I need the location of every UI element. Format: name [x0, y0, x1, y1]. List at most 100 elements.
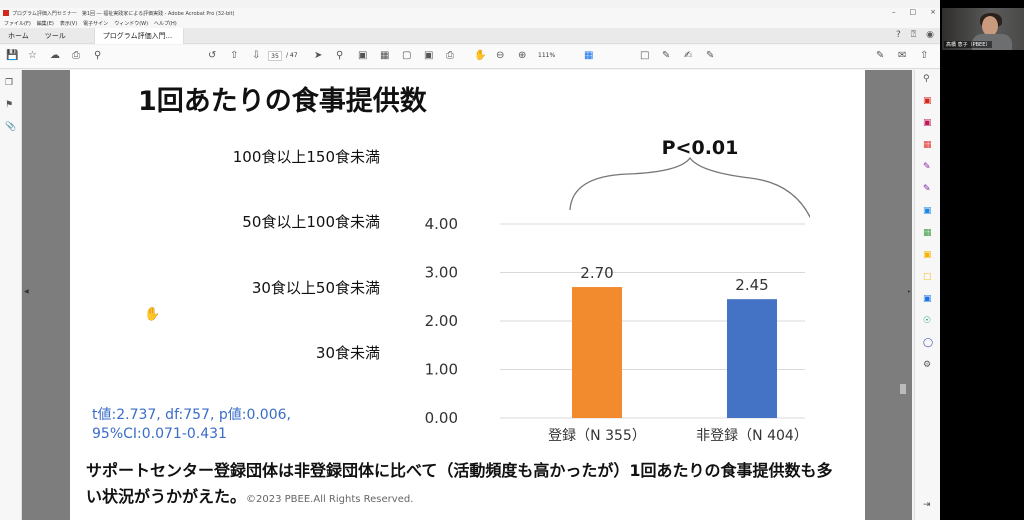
scan-ocr-icon[interactable]: ▦: [923, 228, 932, 238]
toolbar: 💾 ☆ ☁ ⎙ ⚲ ↺ ⇧ ⇩ 35 / 47 ➤ ⚲ ▣ ▦ ▢ ▣ ⎙ ✋ …: [0, 45, 940, 69]
copyright-notice: ©2023 PBEE.All Rights Reserved.: [246, 494, 414, 505]
select-cursor-icon[interactable]: ➤: [314, 50, 323, 61]
bar-1: [727, 299, 777, 418]
scroll-mode-icon[interactable]: ▦: [380, 50, 390, 61]
sign-in-icon[interactable]: ◉: [926, 30, 934, 40]
more-tools-icon[interactable]: ⚙: [923, 360, 932, 370]
acrobat-window: プログラム評価入門セミナー 第1回 ― 福祉実践家による評価実践 - Adobe…: [0, 0, 940, 520]
menu-help[interactable]: ヘルプ(H): [154, 20, 177, 27]
bookmark-star-icon[interactable]: ☆: [28, 50, 37, 61]
right-tools-rail: ⚲ ▣ ▣ ▦ ✎ ✎ ▣ ▦ ▣ □ ▣ ☉ ◯ ⚙ ⇥: [914, 70, 940, 520]
conclusion-body: サポートセンター登録団体は非登録団体に比べて（活動頻度も高かったが）1回あたりの…: [86, 461, 833, 506]
zoom-search-icon[interactable]: ⚲: [94, 50, 102, 61]
category-label-50-100: 50食以上100食未満: [242, 213, 380, 231]
upload-cloud-icon[interactable]: ☁: [50, 50, 60, 61]
page-display-icon[interactable]: ▦: [584, 50, 594, 61]
collapse-right-panel-icon[interactable]: ▶: [906, 288, 911, 295]
fill-sign-tool-icon[interactable]: ▣: [923, 294, 932, 304]
pdf-page: 1回あたりの食事提供数 100食以上150食未満 50食以上100食未満 30食…: [70, 70, 865, 520]
print-icon[interactable]: ⎙: [72, 50, 80, 61]
close-button[interactable]: ×: [930, 8, 936, 16]
conclusion-text: サポートセンター登録団体は非登録団体に比べて（活動頻度も高かったが）1回あたりの…: [86, 458, 846, 513]
menu-bar: ファイル(F) 編集(E) 表示(V) 電子サイン ウィンドウ(W) ヘルプ(H…: [0, 18, 940, 28]
edit-pdf-icon[interactable]: ✎: [923, 162, 931, 172]
scrollbar-thumb[interactable]: [900, 384, 906, 394]
rotate-undo-icon[interactable]: ↺: [208, 50, 217, 61]
save-icon[interactable]: 💾: [6, 50, 19, 61]
fit-page-icon[interactable]: ▣: [358, 50, 368, 61]
vertical-scrollbar[interactable]: [898, 70, 908, 520]
expand-panel-icon[interactable]: ⇥: [923, 500, 931, 510]
highlight-pen-icon[interactable]: ✎: [662, 50, 671, 61]
presenter-face: [982, 16, 998, 36]
stats-line-1: t値:2.737, df:757, p値:0.006,: [92, 407, 291, 423]
collapse-left-panel-icon[interactable]: ◀: [24, 288, 29, 295]
notification-bell-icon[interactable]: ⍰: [910, 30, 917, 40]
menu-window[interactable]: ウィンドウ(W): [114, 20, 149, 27]
significance-brace: [569, 156, 810, 219]
zoom-level-select[interactable]: 111%: [538, 52, 556, 59]
draw-icon[interactable]: ✍: [684, 50, 693, 61]
x-category-label-0: 登録（N 355）: [548, 428, 646, 444]
shield-icon[interactable]: ◯: [923, 338, 934, 348]
screenshot-icon[interactable]: ▣: [424, 50, 434, 61]
p-value-annotation: P<0.01: [662, 137, 739, 159]
menu-edit[interactable]: 編集(E): [36, 20, 54, 27]
minimize-button[interactable]: –: [892, 8, 896, 16]
create-pdf-icon[interactable]: ▣: [923, 96, 932, 106]
page-number-input[interactable]: 35: [268, 51, 282, 61]
t-test-statistics: t値:2.737, df:757, p値:0.006, 95%CI:0.071-…: [92, 406, 291, 444]
search-icon[interactable]: ⚲: [923, 74, 930, 84]
tab-tools[interactable]: ツール: [44, 31, 66, 40]
protect-icon[interactable]: ☉: [923, 316, 932, 326]
speech-bubble-icon[interactable]: □: [923, 272, 932, 282]
fill-sign-icon[interactable]: ✎: [706, 50, 715, 61]
tab-document[interactable]: プログラム評価入門...: [93, 27, 184, 44]
bar-chart: 0.00 1.00 2.00 3.00 4.00 2.70 登録（N 355） 2.45 非登録…: [425, 137, 810, 444]
next-page-icon[interactable]: ⇩: [252, 50, 261, 61]
maximize-button[interactable]: □: [909, 8, 917, 16]
bar-0: [572, 287, 622, 418]
bar-value-label-1: 2.45: [735, 276, 768, 294]
zoom-out-icon[interactable]: ⊖: [496, 50, 505, 61]
y-tick-label-1: 1.00: [425, 361, 458, 379]
zoom-in-icon[interactable]: ⊕: [518, 50, 527, 61]
category-label-30-50: 30食以上50食未満: [251, 279, 380, 297]
menu-esign[interactable]: 電子サイン: [83, 20, 109, 27]
page-total: / 47: [286, 52, 298, 59]
page-thumbnails-icon[interactable]: ❐: [5, 78, 14, 88]
help-icon[interactable]: ?: [895, 30, 901, 40]
category-label-under-30: 30食未満: [315, 344, 380, 362]
hand-tool-icon[interactable]: ✋: [474, 50, 487, 61]
zoom-tool-icon[interactable]: ⚲: [336, 50, 344, 61]
y-tick-label-0: 0.00: [425, 409, 458, 427]
share-icon[interactable]: ⇧: [920, 50, 929, 61]
attachments-paperclip-icon[interactable]: 📎: [5, 122, 17, 132]
bar-value-label-0: 2.70: [580, 264, 613, 282]
category-label-100-150: 100食以上150食未満: [232, 148, 380, 166]
webcam-overlay: 高橋 恵子（PBEE）: [942, 8, 1024, 50]
x-category-label-1: 非登録（N 404）: [696, 428, 808, 444]
export-pdf-icon[interactable]: ▣: [923, 206, 932, 216]
comment-icon[interactable]: □: [640, 50, 650, 61]
tab-home[interactable]: ホーム: [8, 31, 29, 40]
edit-sign-icon[interactable]: ✎: [876, 50, 885, 61]
hand-cursor-icon: ✋: [144, 307, 161, 322]
slide-title: 1回あたりの食事提供数: [138, 86, 427, 117]
marquee-zoom-icon[interactable]: ▢: [402, 50, 412, 61]
print-production-icon[interactable]: ⎙: [446, 50, 454, 61]
y-tick-label-4: 4.00: [425, 215, 458, 233]
menu-file[interactable]: ファイル(F): [4, 20, 31, 27]
mail-icon[interactable]: ✉: [898, 50, 907, 61]
organize-pages-icon[interactable]: ▦: [923, 140, 932, 150]
comment-tool-icon[interactable]: ▣: [923, 250, 932, 260]
menu-view[interactable]: 表示(V): [59, 20, 78, 27]
combine-files-icon[interactable]: ▣: [923, 118, 932, 128]
bookmarks-icon[interactable]: ⚑: [5, 100, 14, 110]
request-signature-icon[interactable]: ✎: [923, 184, 931, 194]
stats-line-2: 95%CI:0.071-0.431: [92, 426, 227, 442]
acrobat-app-icon: [3, 10, 9, 16]
previous-page-icon[interactable]: ⇧: [230, 50, 239, 61]
left-navigation-rail: ❐ ⚑ 📎: [0, 70, 22, 520]
title-bar: プログラム評価入門セミナー 第1回 ― 福祉実践家による評価実践 - Adobe…: [0, 8, 940, 18]
